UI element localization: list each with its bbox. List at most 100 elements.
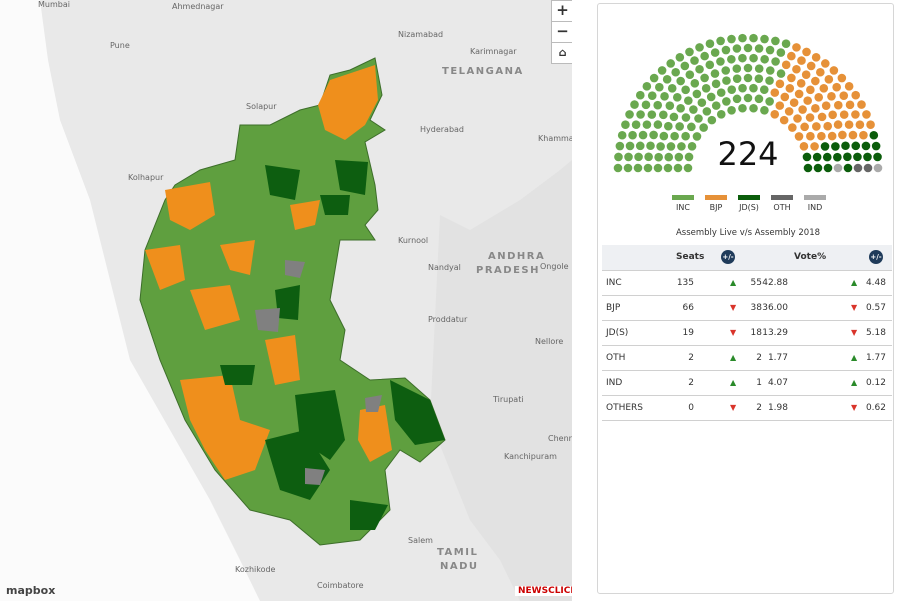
map-label: Proddatur <box>428 315 468 324</box>
seat <box>689 105 698 114</box>
seat <box>664 152 674 162</box>
seat <box>615 141 625 151</box>
seat <box>754 64 764 73</box>
seat <box>760 34 769 44</box>
seat <box>821 59 830 68</box>
brand[interactable]: NEWSCLICK <box>515 586 572 596</box>
seat <box>711 79 721 89</box>
seat <box>817 112 827 122</box>
seat <box>775 79 785 89</box>
seat <box>754 44 764 53</box>
seat <box>738 53 747 63</box>
map-label: TELANGANA <box>442 66 524 77</box>
seat <box>732 44 742 53</box>
seat <box>657 66 667 75</box>
jds-regions <box>220 160 445 530</box>
zoom-out[interactable]: − <box>551 21 572 43</box>
bjp-regions <box>145 65 392 480</box>
map-label: Solapur <box>246 102 277 111</box>
seats-change: 55 <box>750 278 762 288</box>
seats-change: 38 <box>750 303 762 313</box>
map-label: Coimbatore <box>317 581 364 590</box>
seat <box>687 122 696 132</box>
seat <box>700 51 709 61</box>
seat <box>839 110 849 119</box>
trend-arrow: ▼ <box>851 328 858 337</box>
trend-arrow: ▼ <box>851 303 858 312</box>
seat <box>681 85 690 95</box>
legend-swatch <box>672 195 694 200</box>
seat <box>803 163 813 173</box>
seat <box>743 43 753 53</box>
table-row: BJP 66 ▼ 38 36.00 ▼ 0.57 <box>602 296 892 321</box>
seats-change: 2 <box>756 403 762 413</box>
seat <box>617 130 627 140</box>
header[interactable]: +/- <box>869 250 883 264</box>
seat <box>800 122 809 132</box>
trend-arrow: ▼ <box>851 403 858 412</box>
seat <box>802 47 811 57</box>
map-label: Nizamabad <box>398 30 444 39</box>
trend-arrow: ▼ <box>730 403 737 412</box>
seat <box>843 163 853 173</box>
seat <box>727 85 737 94</box>
seat <box>692 89 702 99</box>
map-label: Kanchipuram <box>504 452 557 461</box>
seat <box>690 56 699 65</box>
seat <box>672 92 682 102</box>
seat <box>780 92 790 102</box>
vote: 42.88 <box>762 278 788 288</box>
home[interactable]: ⌂ <box>551 42 572 64</box>
seat <box>666 59 675 68</box>
seat <box>779 115 789 125</box>
seat <box>624 152 633 162</box>
vote: 36.00 <box>762 303 788 313</box>
seat <box>614 152 623 162</box>
map[interactable]: Mumbai Ahmednagar Pune Nizamabad Karimna… <box>0 0 572 601</box>
table-row: INC 135 ▲ 55 42.88 ▲ 4.48 <box>602 271 892 296</box>
seat <box>838 130 847 140</box>
seat <box>635 90 645 100</box>
map-label: Pune <box>110 41 130 50</box>
seat <box>827 92 836 101</box>
seat <box>781 39 791 48</box>
seats-change: 18 <box>750 328 762 338</box>
legend-label: OTH <box>773 203 790 212</box>
seats: 2 <box>688 378 694 388</box>
zoom-in[interactable]: + <box>551 0 572 22</box>
map-label: PRADESH <box>476 265 540 276</box>
map-label: NADU <box>440 561 479 572</box>
seat <box>630 100 639 109</box>
table-row: IND 2 ▲ 1 4.07 ▲ 0.12 <box>602 371 892 396</box>
map-label: Kozhikode <box>235 565 276 574</box>
seat <box>653 100 663 110</box>
seat <box>655 82 664 92</box>
seat <box>695 43 704 52</box>
seat <box>811 104 820 113</box>
header[interactable]: +/- <box>721 250 735 264</box>
seat <box>628 130 637 140</box>
attribution[interactable]: mapbox <box>6 584 56 597</box>
seat <box>732 74 742 83</box>
seat <box>667 83 677 93</box>
seat <box>820 142 830 151</box>
seat <box>649 73 659 83</box>
trend-arrow: ▲ <box>730 278 737 287</box>
seat <box>690 79 700 88</box>
sea <box>0 0 260 601</box>
map-label: Kolhapur <box>128 173 164 182</box>
seat <box>675 53 685 62</box>
seat <box>785 84 795 93</box>
seat <box>754 74 764 83</box>
seat <box>833 163 843 173</box>
vote-change: 0.57 <box>865 303 886 313</box>
seat <box>873 152 882 162</box>
seat <box>861 141 871 151</box>
region <box>430 160 572 601</box>
seat <box>749 83 758 93</box>
map-label: Ongole <box>540 262 569 271</box>
trend-arrow: ▼ <box>730 303 737 312</box>
vote: 13.29 <box>762 328 788 338</box>
seat <box>660 92 669 101</box>
